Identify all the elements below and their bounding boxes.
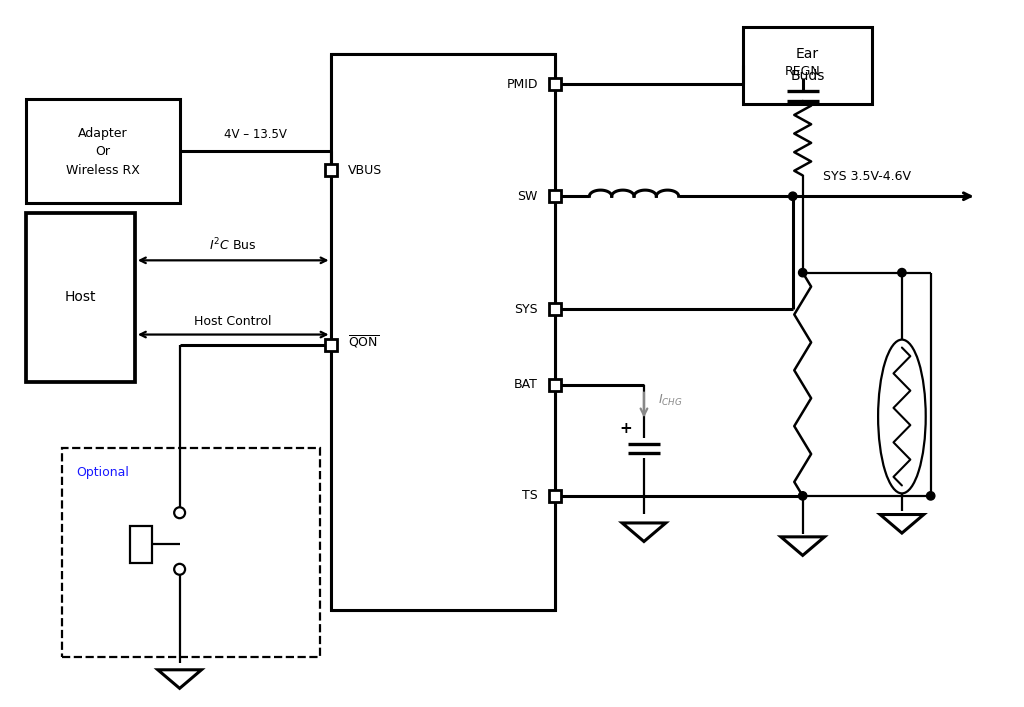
Circle shape — [174, 564, 185, 575]
Bar — [26, 99, 179, 203]
Text: Or: Or — [95, 145, 111, 158]
Text: +: + — [620, 421, 633, 436]
Bar — [549, 490, 560, 502]
Polygon shape — [158, 670, 202, 689]
Polygon shape — [781, 537, 824, 556]
Bar — [326, 339, 337, 351]
Text: $I^2C$ Bus: $I^2C$ Bus — [210, 237, 257, 253]
Text: 4V – 13.5V: 4V – 13.5V — [224, 128, 287, 141]
Bar — [332, 54, 555, 610]
Text: SW: SW — [517, 189, 538, 203]
Text: Ear: Ear — [796, 47, 819, 62]
Circle shape — [799, 491, 807, 500]
Text: $I_{CHG}$: $I_{CHG}$ — [657, 392, 683, 408]
Text: SYS: SYS — [514, 303, 538, 316]
Bar — [61, 448, 319, 657]
Bar — [130, 525, 152, 563]
Bar — [549, 303, 560, 315]
Text: Adapter: Adapter — [78, 127, 128, 140]
Text: TS: TS — [522, 489, 538, 503]
Text: Wireless RX: Wireless RX — [66, 165, 139, 177]
Bar — [326, 165, 337, 177]
Circle shape — [174, 508, 185, 518]
Text: PMID: PMID — [506, 78, 538, 90]
Polygon shape — [880, 515, 924, 533]
Ellipse shape — [879, 339, 926, 493]
Text: Buds: Buds — [791, 69, 825, 83]
Text: $\overline{\mathrm{QON}}$: $\overline{\mathrm{QON}}$ — [348, 334, 379, 351]
Bar — [549, 190, 560, 202]
Circle shape — [788, 192, 797, 200]
Text: Host: Host — [65, 291, 96, 305]
Circle shape — [927, 491, 935, 500]
Text: SYS 3.5V-4.6V: SYS 3.5V-4.6V — [822, 170, 910, 183]
Bar — [549, 78, 560, 90]
Circle shape — [799, 269, 807, 277]
Text: REGN: REGN — [784, 65, 820, 78]
Text: Optional: Optional — [77, 466, 129, 479]
Text: BAT: BAT — [514, 378, 538, 391]
Bar — [26, 213, 135, 382]
Text: VBUS: VBUS — [348, 164, 383, 177]
Text: Host Control: Host Control — [195, 315, 272, 327]
Bar — [549, 379, 560, 391]
Bar — [743, 27, 872, 104]
Polygon shape — [623, 523, 666, 542]
Circle shape — [898, 269, 906, 277]
